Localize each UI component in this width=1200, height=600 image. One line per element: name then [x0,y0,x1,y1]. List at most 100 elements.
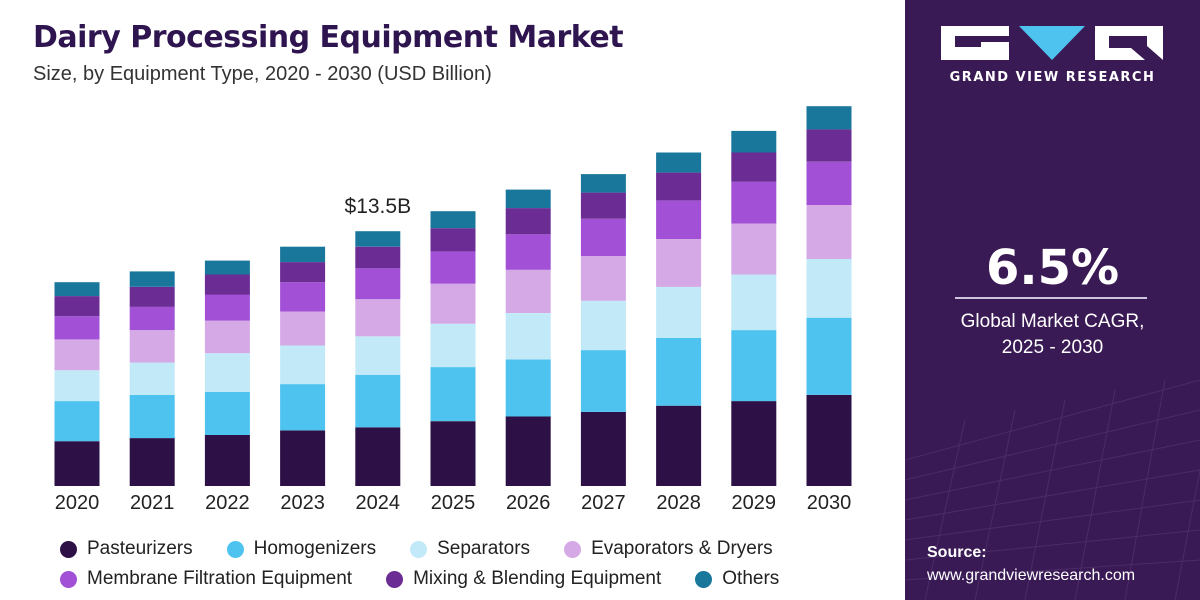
bar-segment-2021-6 [129,271,175,287]
bar-segment-2030-5 [806,129,852,162]
x-tick-label: 2025 [431,492,476,514]
bar-segment-2026-3 [505,269,551,313]
bar-segment-2026-5 [505,208,551,235]
stacked-bar-chart: 2020 2021 2022 2023 2024 $13.5B 2025 2026 2027 20… [54,106,852,514]
legend-row: Membrane Filtration Equipment Mixing & Bl… [60,564,900,594]
info-sidebar: GRAND VIEW RESEARCH 6.5% Global Market C… [905,0,1200,600]
bar-segment-2022-5 [204,274,250,295]
legend-swatch [386,570,404,588]
bar-segment-2028-4 [656,200,702,239]
page-title: Dairy Processing Equipment Market [33,20,624,55]
bar-segment-2020-4 [54,316,100,340]
bar-segment-2030-6 [806,106,852,130]
x-tick-label: 2024 [356,492,401,514]
bar-segment-2025-3 [430,283,476,324]
background-pattern [905,379,1200,600]
bar-segment-2024-0 [355,427,401,486]
cagr-label-line-1: Global Market CAGR, [960,311,1145,332]
bar-segment-2028-1 [656,337,702,406]
bar-segment-2030-2 [806,259,852,318]
cagr-label-line-2: 2025 - 2030 [1001,337,1104,358]
x-tick-label: 2027 [581,492,626,514]
legend-label: Homogenizers [253,538,377,559]
bar-segment-2020-0 [54,441,100,486]
source-title: Source: [927,544,987,561]
bar-segment-2027-4 [580,218,626,256]
bar-segment-2020-1 [54,401,100,442]
bar-segment-2025-4 [430,251,476,284]
chart-panel: Dairy Processing Equipment Market Size, … [33,20,900,594]
bar-segment-2022-0 [204,435,250,486]
bar-segment-2029-5 [731,152,777,182]
bar-segment-2024-3 [355,299,401,337]
bar-segment-2030-0 [806,394,852,486]
legend-label: Pasteurizers [87,538,193,559]
legend-swatch [564,540,582,558]
bar-segment-2022-2 [204,353,250,392]
bar-segment-2021-1 [129,394,175,439]
bar-segment-2028-2 [656,286,702,338]
x-tick-label: 2028 [656,492,701,514]
bar-segment-2023-1 [280,384,326,431]
legend-item: Others [695,568,779,590]
bar-segment-2020-3 [54,339,100,371]
cagr-value: 6.5% [985,240,1120,296]
bar-segment-2027-6 [580,174,626,193]
bar-segment-2020-6 [54,282,100,297]
bar-segment-2024-5 [355,246,401,269]
legend-item: Mixing & Blending Equipment [386,568,661,590]
bar-segment-2025-2 [430,323,476,368]
cagr-label: Global Market CAGR, 2025 - 2030 [905,309,1200,361]
source-link[interactable]: www.grandviewresearch.com [927,567,1136,584]
bar-segment-2027-5 [580,192,626,219]
bar-segment-2026-2 [505,313,551,360]
bar-segment-2025-5 [430,228,476,252]
bar-segment-2023-4 [280,282,326,312]
legend-label: Separators [437,538,531,559]
divider [955,297,1147,299]
bar-segment-2028-3 [656,239,702,287]
bar-segment-2028-5 [656,172,702,201]
bar-segment-2027-0 [580,411,626,486]
chart-legend: Pasteurizers Homogenizers Separators Evapor… [60,534,900,594]
bar-segment-2027-3 [580,255,626,301]
legend-label: Evaporators & Dryers [591,538,773,559]
legend-swatch [60,570,77,588]
bar-segment-2030-3 [806,205,852,259]
bar-segment-2023-0 [280,430,326,486]
legend-item: Membrane Filtration Equipment [60,568,352,590]
legend-label: Mixing & Blending Equipment [413,568,662,589]
legend-item: Separators [410,538,530,560]
bar-segment-2028-6 [656,152,702,173]
bar-segment-2030-4 [806,161,852,205]
bar-segment-2029-4 [731,181,777,224]
bar-segment-2025-6 [430,211,476,229]
bar-segment-2023-6 [280,246,326,263]
data-label-2024: $13.5B [345,195,412,218]
bar-segment-2026-6 [505,189,551,209]
gvr-logo-icon [941,26,1163,60]
bar-segment-2022-3 [204,320,250,354]
bar-segment-2022-4 [204,294,250,321]
bar-segment-2023-5 [280,262,326,283]
bar-segment-2020-2 [54,370,100,402]
x-tick-label: 2022 [205,492,250,514]
legend-label: Others [722,568,780,589]
bar-segment-2029-6 [731,130,777,153]
bar-segment-2021-3 [129,330,175,363]
bar-segment-2026-0 [505,416,551,486]
legend-swatch [60,540,77,558]
bar-segment-2029-3 [731,223,777,275]
bar-segment-2025-0 [430,421,476,486]
bar-segment-2022-6 [204,260,250,275]
bar-segment-2025-1 [430,367,476,422]
bar-segment-2020-5 [54,296,100,317]
bar-segment-2022-1 [204,391,250,435]
legend-swatch [410,540,428,558]
bar-segment-2021-4 [129,306,175,331]
bar-segment-2026-4 [505,234,551,270]
x-tick-label: 2026 [506,492,551,514]
x-tick-label: 2021 [130,492,175,514]
bar-segment-2029-0 [731,401,777,486]
